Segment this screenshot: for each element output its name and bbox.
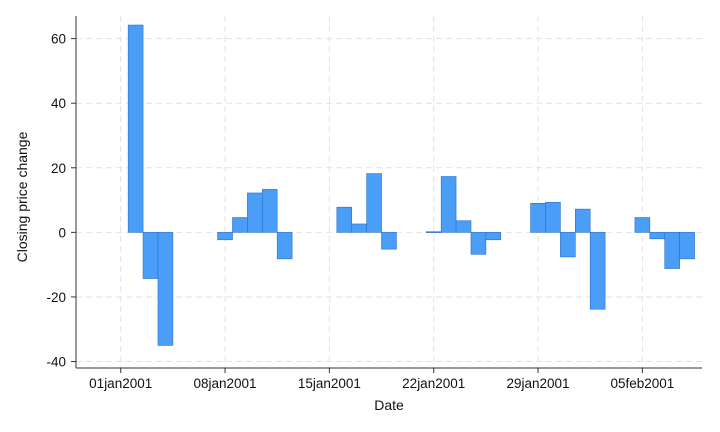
bar [545, 202, 561, 233]
bar [142, 232, 159, 279]
x-axis-ticks: 01jan2001 08jan2001 15jan2001 22jan2001 29ja… [89, 368, 674, 391]
y-axis-ticks: -40 -20 0 20 40 60 [46, 32, 76, 370]
x-tick-label: 29jan2001 [507, 376, 570, 391]
y-tick-label: -20 [46, 290, 66, 305]
bar [336, 206, 353, 233]
bar [455, 220, 472, 233]
gridlines [76, 16, 702, 368]
x-tick-label: 01jan2001 [89, 376, 152, 391]
bar [634, 217, 651, 233]
bar [575, 208, 591, 233]
x-axis-title: Date [374, 397, 404, 413]
bar [247, 192, 263, 233]
bar [232, 217, 248, 233]
bar [440, 176, 457, 233]
x-tick-label: 08jan2001 [194, 376, 257, 391]
bar [366, 173, 382, 233]
bar [425, 231, 442, 234]
x-tick-label: 22jan2001 [402, 376, 465, 391]
bars [127, 24, 695, 346]
y-tick-label: 40 [51, 96, 66, 111]
bar [649, 232, 666, 240]
axes [75, 16, 702, 369]
bar [351, 223, 367, 233]
y-tick-label: 60 [51, 32, 66, 47]
bar [589, 232, 606, 310]
x-tick-label: 15jan2001 [298, 376, 361, 391]
bar [276, 232, 293, 260]
bar [470, 232, 487, 255]
bar [262, 189, 278, 233]
y-tick-label: 0 [58, 225, 66, 240]
bar [127, 24, 144, 233]
bar [530, 203, 546, 233]
bar [485, 232, 502, 241]
bar [560, 232, 576, 258]
y-tick-label: -40 [46, 355, 66, 370]
x-tick-label: 05feb2001 [610, 376, 674, 391]
bar [664, 232, 680, 269]
bar [157, 232, 174, 346]
y-axis-title: Closing price change [14, 131, 30, 262]
bar [217, 232, 233, 241]
bar [679, 232, 695, 260]
y-tick-label: 20 [51, 161, 66, 176]
bar [381, 232, 397, 250]
